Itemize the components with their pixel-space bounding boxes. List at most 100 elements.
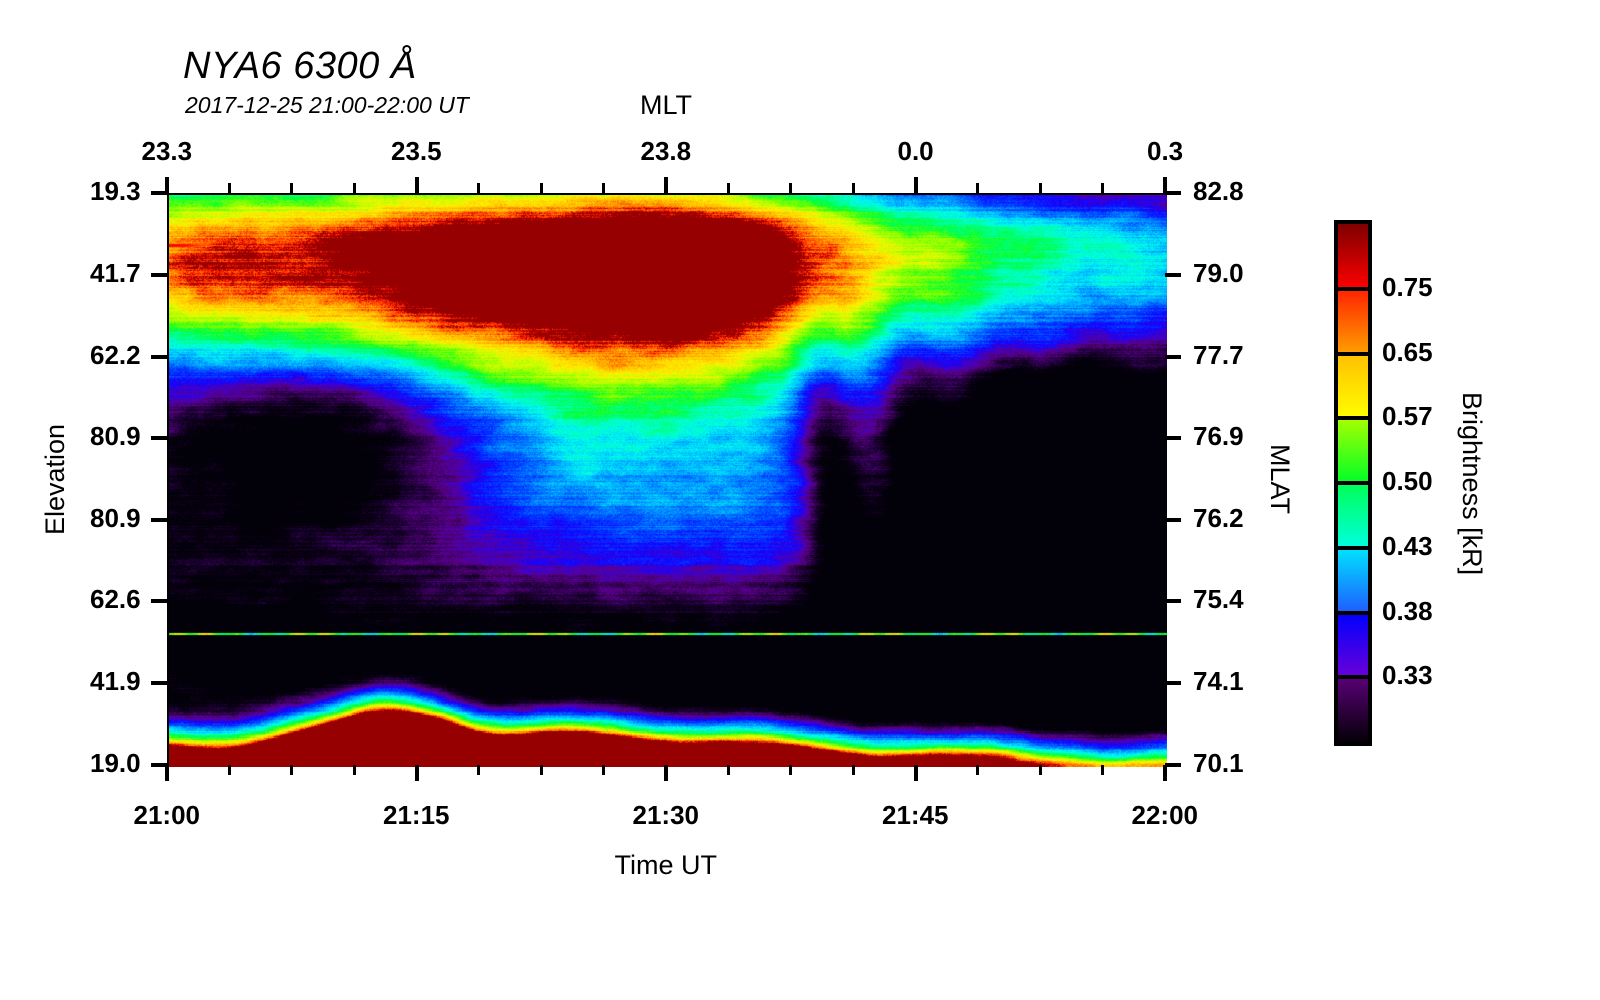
x-axis-tick-label: 22:00 — [1131, 800, 1199, 830]
x-axis-tick-label: 21:30 — [632, 800, 700, 830]
x-axis-major-tick — [165, 765, 169, 781]
y-axis-major-tick — [151, 436, 167, 441]
colorbar-separator — [1334, 545, 1372, 550]
x-axis-major-tick — [913, 765, 918, 781]
x-axis-minor-tick — [539, 765, 543, 775]
y2-axis-major-tick — [1165, 763, 1181, 767]
y-axis-title: Elevation — [40, 423, 70, 535]
y2-axis-major-tick — [1165, 436, 1181, 441]
colorbar-separator — [1334, 351, 1372, 356]
x-axis-tick-label: 21:15 — [383, 800, 450, 830]
chart-subtitle: 2017-12-25 21:00-22:00 UT — [185, 92, 469, 118]
x-axis-major-tick — [1163, 765, 1167, 781]
y-axis-tick-label: 80.9 — [90, 502, 141, 533]
y-axis-tick-label: 41.7 — [90, 257, 141, 288]
x-axis-minor-tick — [1101, 765, 1105, 775]
colorbar-title: Brightness [kR] — [1457, 391, 1487, 575]
top-axis-major-tick — [414, 177, 419, 193]
y-axis-major-tick — [151, 763, 167, 767]
top-axis-tick-label: 0.3 — [1147, 136, 1184, 166]
top-axis-major-tick — [165, 177, 169, 193]
colorbar-separator — [1334, 481, 1372, 485]
y2-axis-major-tick — [1165, 599, 1181, 604]
x-axis-tick-label: 21:00 — [133, 800, 201, 830]
x-axis-minor-tick — [851, 765, 855, 775]
x-axis-title: Time UT — [614, 850, 718, 880]
top-axis-major-tick — [913, 177, 918, 193]
colorbar-separator — [1334, 286, 1372, 291]
colorbar-separator — [1334, 610, 1372, 615]
colorbar-tick-label: 0.75 — [1382, 271, 1433, 302]
top-axis-tick-label: 23.5 — [391, 136, 442, 166]
colorbar-tick-label: 0.38 — [1382, 595, 1433, 626]
colorbar-tick-label: 0.65 — [1382, 336, 1433, 367]
x-axis-minor-tick — [789, 765, 793, 775]
top-axis-major-tick — [1163, 177, 1167, 193]
y2-axis-tick-label: 79.0 — [1193, 257, 1244, 288]
y-axis-tick-label: 41.9 — [90, 666, 141, 697]
y2-axis-tick-label: 75.4 — [1193, 584, 1244, 615]
colorbar-tick-label: 0.33 — [1382, 660, 1433, 691]
y-axis-major-tick — [151, 272, 167, 277]
x-axis-minor-tick — [477, 765, 481, 775]
y-axis-major-tick — [151, 599, 167, 604]
top-axis-tick-label: 0.0 — [897, 136, 934, 166]
x-axis-minor-tick — [1038, 765, 1042, 775]
y2-axis-major-tick — [1165, 517, 1181, 522]
x-axis-minor-tick — [290, 765, 294, 775]
colorbar-separator — [1334, 416, 1372, 421]
top-axis-minor-tick — [726, 183, 730, 193]
colorbar-tick-label: 0.43 — [1382, 530, 1433, 561]
top-axis-minor-tick — [352, 183, 356, 193]
y2-axis-tick-label: 74.1 — [1193, 666, 1244, 697]
y-axis-tick-label: 62.2 — [90, 339, 141, 370]
top-axis-minor-tick — [976, 183, 980, 193]
top-axis-tick-label: 23.8 — [640, 136, 692, 166]
y-axis-major-tick — [151, 517, 167, 522]
top-axis-tick-label: 23.3 — [141, 136, 193, 166]
x-axis-minor-tick — [726, 765, 730, 775]
top-axis-minor-tick — [539, 183, 543, 193]
x-axis-minor-tick — [602, 765, 606, 775]
x-axis-minor-tick — [352, 765, 356, 775]
chart-title: NYA6 6300 Å — [183, 45, 417, 87]
y2-axis-major-tick — [1165, 272, 1181, 277]
top-axis-minor-tick — [227, 183, 231, 193]
y2-axis-title: MLAT — [1265, 444, 1295, 515]
y-axis-tick-label: 19.3 — [90, 176, 141, 206]
y-axis-major-tick — [151, 191, 167, 195]
y-axis-tick-label: 19.0 — [90, 748, 141, 778]
colorbar-tick-label: 0.57 — [1382, 401, 1433, 432]
x-axis-tick-label: 21:45 — [882, 800, 949, 830]
y2-axis-tick-label: 70.1 — [1193, 748, 1244, 778]
top-axis-minor-tick — [1101, 183, 1105, 193]
y-axis-tick-label: 62.6 — [90, 584, 141, 615]
top-axis-minor-tick — [789, 183, 793, 193]
colorbar-tick-label: 0.50 — [1382, 466, 1433, 496]
top-axis-minor-tick — [851, 183, 855, 193]
y2-axis-major-tick — [1165, 191, 1181, 195]
y-axis-major-tick — [151, 681, 167, 686]
top-axis-minor-tick — [477, 183, 481, 193]
x-axis-major-tick — [664, 765, 668, 781]
y2-axis-tick-label: 82.8 — [1193, 176, 1244, 206]
x-axis-major-tick — [414, 765, 419, 781]
y-axis-major-tick — [151, 354, 167, 359]
top-axis-major-tick — [664, 177, 668, 193]
x-axis-minor-tick — [227, 765, 231, 775]
y2-axis-tick-label: 76.9 — [1193, 421, 1244, 452]
top-axis-minor-tick — [602, 183, 606, 193]
keogram-plot-area — [167, 193, 1167, 767]
y2-axis-tick-label: 77.7 — [1193, 339, 1244, 370]
y2-axis-major-tick — [1165, 681, 1181, 686]
y-axis-tick-label: 80.9 — [90, 421, 141, 452]
top-axis-minor-tick — [290, 183, 294, 193]
y2-axis-major-tick — [1165, 354, 1181, 359]
top-axis-minor-tick — [1038, 183, 1042, 193]
x-axis-minor-tick — [976, 765, 980, 775]
keogram-image — [169, 195, 1167, 767]
y2-axis-tick-label: 76.2 — [1193, 502, 1244, 533]
top-axis-title: MLT — [640, 90, 692, 120]
colorbar-separator — [1334, 675, 1372, 680]
